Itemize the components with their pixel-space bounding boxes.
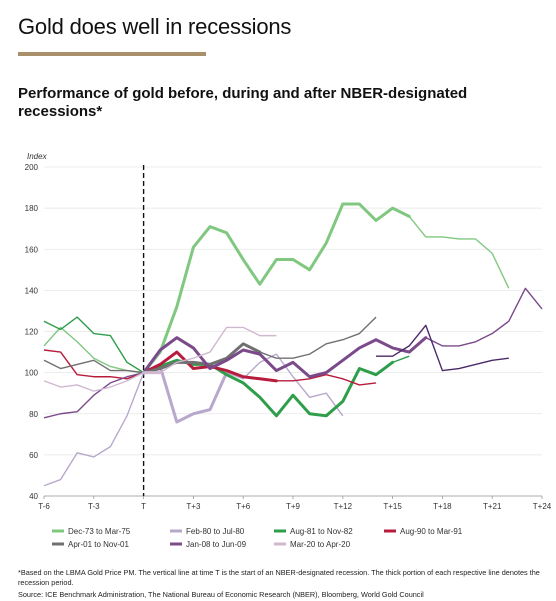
x-tick-label: T+21 [483,502,502,511]
source-note: Source: ICE Benchmark Administration, Th… [18,590,424,599]
y-tick-label: 140 [25,286,39,295]
series-recession-segment [142,336,428,379]
series-line [43,287,543,419]
x-tick-label: T-3 [88,502,100,511]
legend-label: Feb-80 to Jul-80 [186,527,245,536]
series-layer [43,202,543,487]
series-line [43,353,344,487]
legend-label: Apr-01 to Nov-01 [68,540,129,549]
legend-label: Jan-08 to Jun-09 [186,540,247,549]
x-tick-label: T+12 [334,502,353,511]
series-recession-segment [142,202,411,375]
y-tick-label: 100 [25,369,39,378]
y-tick-label: 120 [25,328,39,337]
x-tick-label: T+9 [286,502,301,511]
legend-label: Dec-73 to Mar-75 [68,527,131,536]
x-tick-label: T [141,502,146,511]
y-tick-label: 60 [29,451,38,460]
legend-layer: Dec-73 to Mar-75 Feb-80 to Jul-80 Aug-81 t… [52,527,463,549]
y-axis-label: Index [27,152,48,161]
series-line [376,324,509,372]
legend-label: Mar-20 to Apr-20 [290,540,351,549]
chart-title: Gold does well in recessions [18,14,292,39]
y-tick-label: 180 [25,204,39,213]
footnote: *Based on the LBMA Gold Price PM. The ve… [18,568,540,587]
x-tick-label: T+3 [186,502,201,511]
series-recession-segment [142,358,395,418]
x-tick-label: T-6 [38,502,50,511]
x-tick-label: T+6 [236,502,251,511]
series-line [43,203,510,374]
y-tick-label: 200 [25,163,39,172]
y-tick-label: 160 [25,245,39,254]
y-tick-label: 40 [29,492,38,501]
y-tick-label: 80 [29,410,38,419]
series-recession-segment [142,342,262,375]
chart-subtitle: Performance of gold before, during and a… [18,85,468,120]
legend-label: Aug-81 to Nov-82 [290,527,353,536]
gold-recession-line-chart: 40 60 80 100 120 140 160 180 200 Index T-6 T-3 T T+3 T… [25,152,552,549]
x-tick-label: T+15 [383,502,402,511]
x-tick-label: T+18 [433,502,452,511]
axes-layer: 40 60 80 100 120 140 160 180 200 Index T-6 T-3 T T+3 T… [25,152,552,511]
legend-label: Aug-90 to Mar-91 [400,527,463,536]
x-tick-label: T+24 [533,502,552,511]
grid-layer [44,166,542,497]
title-accent-rule [18,52,206,56]
series-line [43,316,410,417]
